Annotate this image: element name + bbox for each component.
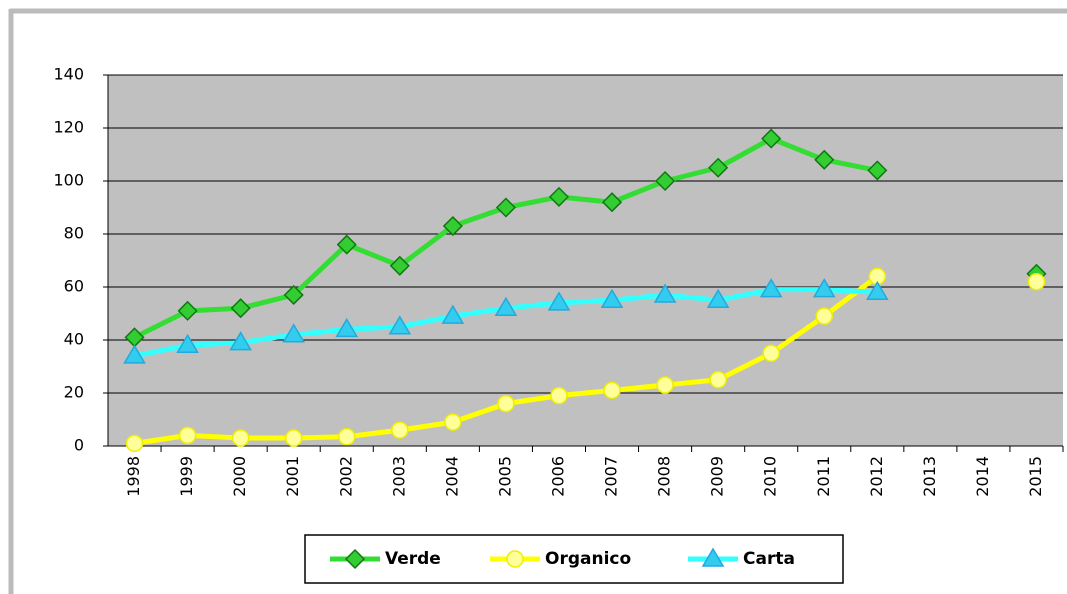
legend-marker [701,547,725,567]
x-tick-label: 1999 [177,456,196,497]
data-point [444,413,462,431]
y-tick-label: 60 [64,277,84,296]
y-tick-label: 140 [53,65,84,84]
data-point [867,160,888,181]
data-point [497,394,515,413]
x-tick-label: 1998 [124,456,143,497]
y-tick-label: 80 [64,224,84,243]
data-point [282,323,306,343]
data-point [814,149,835,170]
x-tick-label: 2003 [389,456,408,497]
data-point [1027,272,1046,291]
x-tick-label: 2004 [442,456,461,497]
data-point [125,434,144,453]
legend-label: Organico [545,549,631,569]
x-tick-label: 2005 [495,456,514,497]
data-point [656,376,674,394]
x-tick-label: 2008 [655,456,674,497]
data-point [229,331,252,351]
data-point [708,157,729,178]
data-point [336,234,357,255]
x-tick-label: 2012 [867,456,886,497]
data-point [338,427,356,446]
data-point [603,381,621,400]
data-point [335,317,359,338]
data-point [709,371,727,389]
plot-area [108,75,1063,446]
legend-marker [344,548,366,570]
y-tick-label: 0 [74,436,84,455]
data-point [653,283,677,303]
x-tick-label: 2006 [548,456,567,497]
legend-label: Verde [385,549,441,569]
data-point [177,300,198,321]
data-point [230,298,251,319]
data-point [759,278,783,298]
y-tick-label: 100 [53,171,84,190]
data-point [176,333,199,354]
data-point [815,307,833,325]
data-point [123,344,146,364]
data-point [550,386,568,405]
data-point [655,170,676,192]
data-point [812,278,836,298]
x-tick-label: 2000 [230,456,249,497]
y-tick-label: 40 [64,330,84,349]
data-point [547,291,571,311]
data-point [178,426,197,445]
data-point [284,429,303,447]
x-tick-label: 2010 [761,456,780,497]
legend [304,534,844,584]
x-tick-label: 2009 [708,456,727,497]
data-point [601,192,623,213]
data-point [762,344,780,362]
data-point [389,255,410,276]
data-point [442,215,463,237]
data-point [548,186,570,207]
x-tick-label: 2011 [814,456,833,497]
data-point [388,315,412,335]
data-point [231,429,250,447]
x-tick-label: 2014 [973,456,992,497]
data-point [495,197,516,218]
data-point [391,421,409,439]
x-tick-label: 2015 [1026,456,1045,497]
data-point [441,304,465,324]
x-tick-label: 2001 [283,456,302,497]
legend-marker [506,550,524,568]
data-point [600,288,624,308]
data-point [283,284,304,306]
x-tick-label: 2002 [336,456,355,497]
data-point [706,288,730,308]
y-tick-label: 20 [64,383,84,402]
data-point [865,280,889,301]
y-tick-label: 120 [53,118,84,137]
data-point [494,296,518,316]
x-tick-label: 2007 [602,456,621,497]
x-tick-label: 2013 [920,456,939,497]
legend-label: Carta [743,549,795,569]
data-point [761,128,782,149]
